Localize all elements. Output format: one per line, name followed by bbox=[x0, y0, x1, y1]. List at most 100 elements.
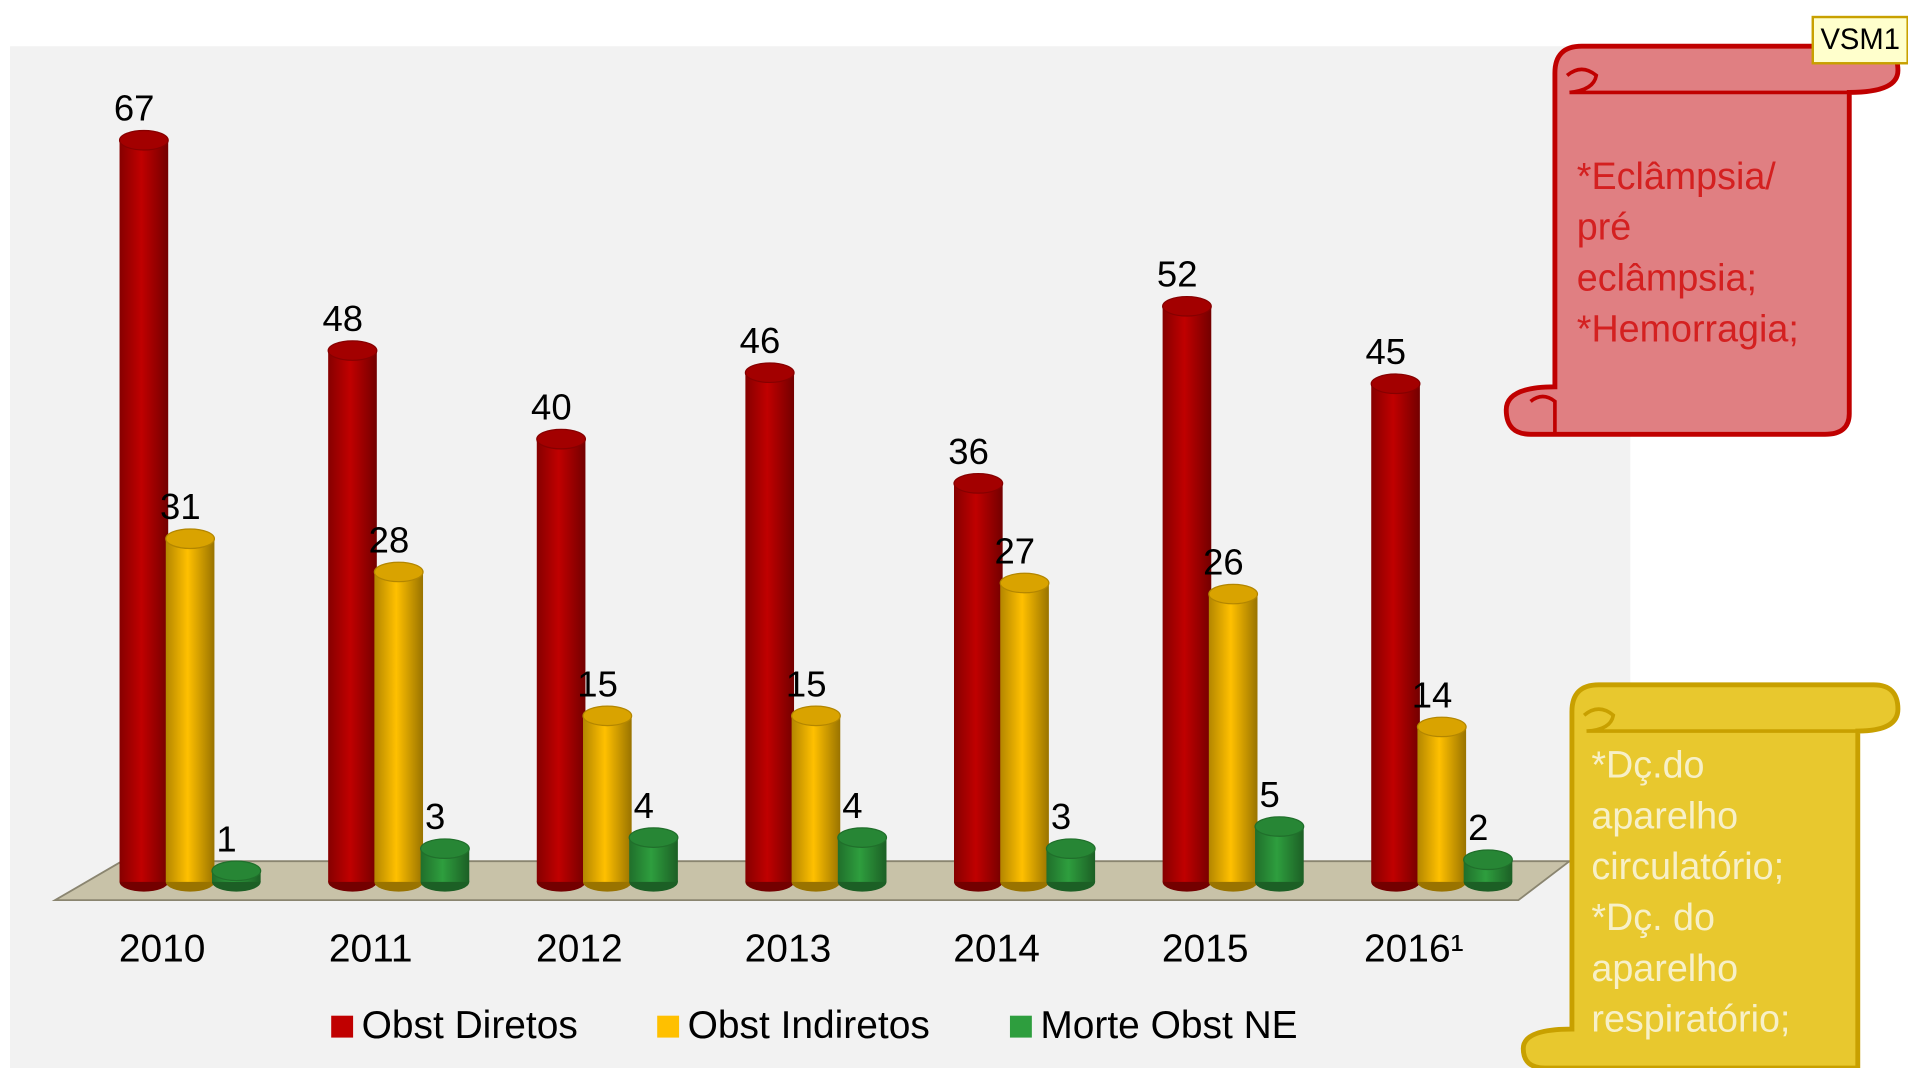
bar-top bbox=[1209, 584, 1258, 603]
legend-label: Obst Indiretos bbox=[688, 1004, 930, 1047]
bar bbox=[166, 529, 215, 892]
annotation-line: *Eclâmpsia/ bbox=[1577, 155, 1777, 197]
bar bbox=[1046, 839, 1095, 892]
bar-top bbox=[421, 839, 470, 858]
annotation-line: respiratório; bbox=[1591, 998, 1790, 1040]
value-label: 1 bbox=[216, 818, 236, 859]
annotation-line: eclâmpsia; bbox=[1577, 256, 1757, 298]
value-label: 31 bbox=[160, 486, 201, 527]
value-label: 26 bbox=[1203, 542, 1244, 583]
legend-swatch bbox=[657, 1016, 679, 1038]
bar bbox=[629, 828, 678, 892]
bar-top bbox=[1046, 839, 1095, 858]
bar-top bbox=[583, 706, 632, 725]
x-tick-label: 2016¹ bbox=[1364, 928, 1464, 971]
value-label: 67 bbox=[114, 88, 155, 129]
value-label: 4 bbox=[634, 785, 654, 826]
value-label: 5 bbox=[1260, 774, 1280, 815]
annotation-line: circulatório; bbox=[1591, 845, 1784, 887]
value-label: 27 bbox=[995, 530, 1036, 571]
bar-top bbox=[1417, 717, 1466, 736]
value-label: 15 bbox=[577, 663, 618, 704]
bar-body bbox=[166, 539, 215, 882]
annotation-line: *Dç.do bbox=[1591, 744, 1704, 786]
bar-top bbox=[1464, 850, 1513, 869]
bar-top bbox=[1163, 297, 1212, 316]
bar bbox=[1163, 297, 1212, 892]
legend-label: Obst Diretos bbox=[362, 1004, 578, 1047]
bar bbox=[1371, 374, 1420, 892]
bar-body bbox=[1000, 583, 1049, 882]
value-label: 14 bbox=[1412, 674, 1453, 715]
annotation-line: *Dç. do bbox=[1591, 896, 1715, 938]
bar-top bbox=[745, 363, 794, 382]
bar-body bbox=[1371, 384, 1420, 882]
bar bbox=[1464, 850, 1513, 892]
chart: VSM1 2010 67 31 1 2011 48 28 3 2012 40 15 4 2013 46 15… bbox=[0, 0, 1908, 1068]
bar bbox=[421, 839, 470, 892]
x-tick-label: 2012 bbox=[536, 928, 623, 971]
tag-label: VSM1 bbox=[1820, 24, 1899, 56]
value-label: 3 bbox=[1051, 796, 1071, 837]
annotation-line: aparelho bbox=[1591, 794, 1738, 836]
bar bbox=[838, 828, 887, 892]
bar-body bbox=[537, 439, 586, 882]
value-label: 28 bbox=[369, 519, 410, 560]
value-label: 46 bbox=[740, 320, 781, 361]
bar-body bbox=[583, 716, 632, 882]
bar-body bbox=[328, 351, 377, 882]
bar bbox=[1417, 717, 1466, 891]
bar-top bbox=[374, 562, 423, 581]
bar bbox=[745, 363, 794, 892]
bar-top bbox=[838, 828, 887, 847]
value-label: 52 bbox=[1157, 254, 1198, 295]
x-tick-label: 2015 bbox=[1162, 928, 1249, 971]
value-label: 45 bbox=[1366, 331, 1407, 372]
bar bbox=[583, 706, 632, 892]
bar-body bbox=[374, 572, 423, 882]
bar-body bbox=[1417, 727, 1466, 882]
bar bbox=[1209, 584, 1258, 891]
bar bbox=[792, 706, 841, 892]
value-label: 36 bbox=[948, 431, 989, 472]
page: {"chart_data": {"type": "bar3d", "catego… bbox=[0, 0, 1908, 1068]
legend-label: Morte Obst NE bbox=[1040, 1004, 1297, 1047]
legend-swatch bbox=[1010, 1016, 1032, 1038]
bar-body bbox=[745, 373, 794, 882]
value-label: 40 bbox=[531, 387, 572, 428]
annotation-line: aparelho bbox=[1591, 947, 1738, 989]
bar bbox=[1255, 817, 1304, 892]
value-label: 4 bbox=[842, 785, 862, 826]
legend-swatch bbox=[331, 1016, 353, 1038]
x-tick-label: 2011 bbox=[329, 928, 413, 971]
bar-top bbox=[792, 706, 841, 725]
red-scroll bbox=[1506, 46, 1898, 434]
x-tick-label: 2010 bbox=[119, 928, 206, 971]
x-tick-label: 2013 bbox=[745, 928, 832, 971]
bar-top bbox=[212, 861, 261, 880]
bar-top bbox=[120, 131, 169, 150]
value-label: 3 bbox=[425, 796, 445, 837]
annotation-line: pré bbox=[1577, 206, 1631, 248]
value-label: 48 bbox=[322, 298, 363, 339]
bar bbox=[328, 341, 377, 892]
value-label: 15 bbox=[786, 663, 827, 704]
bar-body bbox=[1209, 594, 1258, 882]
bar-top bbox=[1000, 573, 1049, 592]
value-label: 2 bbox=[1468, 807, 1488, 848]
bar-body bbox=[1163, 306, 1212, 882]
bar bbox=[537, 429, 586, 891]
bar-top bbox=[629, 828, 678, 847]
bar-top bbox=[1371, 374, 1420, 393]
bar-top bbox=[954, 474, 1003, 493]
bar-top bbox=[1255, 817, 1304, 836]
annotation-line: *Hemorragia; bbox=[1577, 307, 1799, 349]
bar bbox=[212, 861, 261, 892]
bar bbox=[1000, 573, 1049, 891]
bar-top bbox=[166, 529, 215, 548]
bar-top bbox=[537, 429, 586, 448]
x-tick-label: 2014 bbox=[953, 928, 1040, 971]
bar-body bbox=[792, 716, 841, 882]
bar bbox=[374, 562, 423, 891]
bar-top bbox=[328, 341, 377, 360]
